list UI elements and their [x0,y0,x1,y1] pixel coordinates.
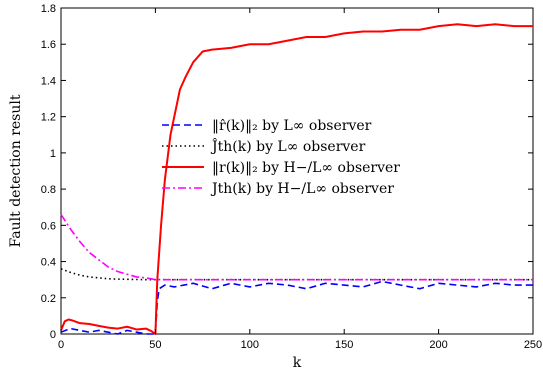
y-axis-label: Fault detection result [8,94,24,247]
x-tick-label: 100 [241,339,259,351]
y-tick-label: 1.6 [41,39,56,51]
x-tick-label: 0 [58,339,64,351]
y-tick-label: 1.4 [41,75,56,87]
series-group [60,23,533,335]
x-tick-label: 50 [149,339,161,351]
legend: ‖r̂(k)‖₂ by L∞ observer Ĵth(k) by L∞ obse… [162,118,400,197]
y-tick-label: 0.6 [41,220,56,232]
series-line-1 [60,280,533,335]
ticks-group: 0 50 100 150 200 250 0 0.2 0.4 0.6 0.8 1 1.2 1.4 1.6 1.… [41,3,542,351]
x-tick-label: 250 [524,339,542,351]
y-tick-label: 1.2 [41,112,56,124]
series-line-4 [60,214,533,281]
y-tick-label: 1 [50,148,56,160]
y-tick-label: 1.8 [41,3,56,15]
y-tick-label: 0.2 [41,293,56,305]
series-line-3 [60,23,533,335]
x-tick-label: 200 [429,339,447,351]
y-tick-label: 0.4 [41,257,56,269]
y-tick-label: 0 [50,329,56,341]
x-axis-label: k [293,355,302,371]
x-tick-label: 150 [335,339,353,351]
y-tick-label: 0.8 [41,184,56,196]
legend-label-2: Ĵth(k) by L∞ observer [210,137,366,155]
legend-label-4: Jth(k) by H−/L∞ observer [210,181,394,197]
legend-label-3: ‖r(k)‖₂ by H−/L∞ observer [212,160,400,176]
labels-group: k Fault detection result [8,94,302,371]
legend-label-1: ‖r̂(k)‖₂ by L∞ observer [212,118,372,134]
